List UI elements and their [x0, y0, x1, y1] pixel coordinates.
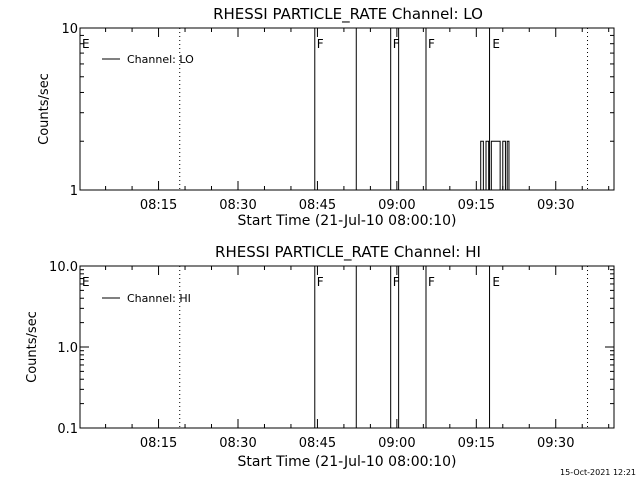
flag-label: E	[82, 37, 90, 51]
panel-lo-y-axis-label: Counts/sec	[37, 73, 52, 145]
x-tick-label: 08:45	[299, 198, 336, 213]
panel-lo-title: RHESSI PARTICLE_RATE Channel: LO	[213, 5, 483, 24]
x-tick-label: 08:30	[219, 198, 256, 213]
flag-label: F	[393, 275, 400, 289]
flag-label: F	[317, 275, 324, 289]
flag-label: E	[492, 37, 500, 51]
panel-hi-x-axis-label: Start Time (21-Jul-10 08:00:10)	[237, 454, 456, 470]
x-tick-label: 08:45	[299, 436, 336, 451]
x-tick-label: 09:15	[458, 436, 495, 451]
panel-hi-title: RHESSI PARTICLE_RATE Channel: HI	[215, 243, 481, 262]
flag-label: E	[492, 275, 500, 289]
panel-lo-x-axis-label: Start Time (21-Jul-10 08:00:10)	[237, 213, 456, 229]
flag-label: F	[317, 37, 324, 51]
x-tick-label: 09:30	[537, 436, 574, 451]
flag-label: F	[428, 37, 435, 51]
y-tick-label: 10.0	[49, 260, 78, 275]
x-tick-label: 08:15	[140, 436, 177, 451]
x-tick-label: 09:00	[378, 436, 415, 451]
x-tick-label: 09:30	[537, 198, 574, 213]
flag-label: E	[82, 275, 90, 289]
series-line	[476, 140, 510, 191]
x-tick-label: 09:00	[378, 198, 415, 213]
x-tick-label: 08:30	[219, 436, 256, 451]
y-tick-label: 10	[61, 22, 78, 37]
y-tick-label: 0.1	[57, 422, 78, 437]
panel-hi-legend-label: Channel: HI	[127, 292, 191, 305]
panel-lo: RHESSI PARTICLE_RATE Channel: LO 1 10 08:…	[37, 5, 615, 229]
flag-label: F	[393, 37, 400, 51]
panel-lo-plot-frame	[79, 27, 615, 191]
flag-label: F	[428, 275, 435, 289]
y-tick-label: 1.0	[57, 341, 78, 356]
y-tick-label: 1	[70, 184, 78, 199]
footer-date: 15-Oct-2021 12:21	[560, 468, 636, 477]
x-tick-label: 08:15	[140, 198, 177, 213]
panel-hi: RHESSI PARTICLE_RATE Channel: HI 0.1 1.0 1…	[25, 243, 615, 470]
x-tick-label: 09:15	[458, 198, 495, 213]
panel-lo-legend-label: Channel: LO	[127, 53, 194, 66]
panel-hi-y-axis-label: Counts/sec	[25, 311, 40, 383]
